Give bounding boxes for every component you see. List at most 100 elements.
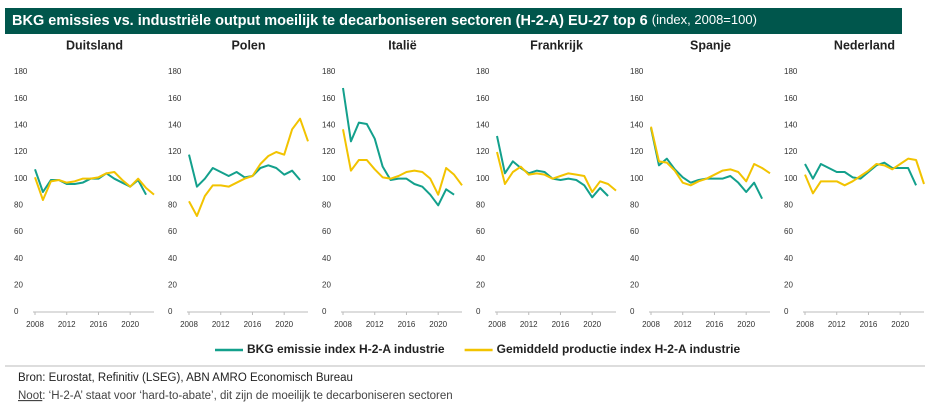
series-line (804, 161, 917, 186)
x-tick-label: 2012 (58, 320, 76, 329)
y-tick-label: 60 (630, 227, 639, 236)
y-tick-label: 20 (630, 280, 639, 289)
y-tick-label: 0 (630, 307, 635, 316)
x-tick-label: 2008 (796, 320, 814, 329)
x-tick-label: 2008 (26, 320, 44, 329)
y-tick-label: 100 (14, 174, 28, 183)
y-tick-label: 120 (168, 147, 182, 156)
x-tick-label: 2012 (674, 320, 692, 329)
panel-title: Italië (388, 38, 417, 52)
y-tick-label: 60 (476, 227, 485, 236)
y-tick-label: 140 (630, 120, 644, 129)
x-tick-label: 2012 (366, 320, 384, 329)
x-tick-label: 2020 (429, 320, 447, 329)
y-tick-label: 40 (630, 254, 639, 263)
y-tick-label: 100 (476, 174, 490, 183)
series-line (188, 117, 309, 217)
panel-title: Frankrijk (530, 38, 583, 52)
y-tick-label: 180 (322, 67, 336, 76)
y-tick-label: 0 (168, 307, 173, 316)
x-tick-label: 2008 (334, 320, 352, 329)
y-tick-label: 100 (168, 174, 182, 183)
x-tick-label: 2016 (552, 320, 570, 329)
x-tick-label: 2008 (180, 320, 198, 329)
y-tick-label: 0 (784, 307, 789, 316)
x-tick-label: 2016 (706, 320, 724, 329)
y-tick-label: 40 (168, 254, 177, 263)
y-tick-label: 180 (476, 67, 490, 76)
series-line (342, 129, 463, 196)
series-line (34, 171, 155, 201)
y-tick-label: 40 (784, 254, 793, 263)
chart-subtitle: (index, 2008=100) (652, 12, 757, 27)
x-tick-label: 2008 (642, 320, 660, 329)
y-tick-label: 100 (784, 174, 798, 183)
chart-title-group: BKG emissies vs. industriële output moei… (12, 12, 757, 28)
x-tick-label: 2016 (244, 320, 262, 329)
panel-title: Polen (231, 38, 265, 52)
y-tick-label: 20 (168, 280, 177, 289)
x-tick-label: 2016 (398, 320, 416, 329)
y-tick-label: 20 (322, 280, 331, 289)
y-tick-label: 80 (476, 200, 485, 209)
y-tick-label: 160 (168, 94, 182, 103)
panel-title: Spanje (690, 38, 731, 52)
series-line (188, 154, 301, 188)
y-tick-label: 20 (784, 280, 793, 289)
source: Bron: Eurostat, Refinitiv (LSEG), ABN AM… (18, 372, 353, 384)
legend-label: BKG emissie index H-2-A industrie (247, 342, 445, 356)
y-tick-label: 20 (14, 280, 23, 289)
x-tick-label: 2020 (737, 320, 755, 329)
y-tick-label: 140 (14, 120, 28, 129)
x-tick-label: 2012 (212, 320, 230, 329)
y-tick-label: 120 (630, 147, 644, 156)
y-tick-label: 140 (168, 120, 182, 129)
y-tick-label: 0 (14, 307, 19, 316)
y-tick-label: 120 (476, 147, 490, 156)
x-tick-label: 2020 (583, 320, 601, 329)
y-tick-label: 140 (322, 120, 336, 129)
y-tick-label: 100 (630, 174, 644, 183)
y-tick-label: 120 (14, 147, 28, 156)
y-tick-label: 60 (14, 227, 23, 236)
y-tick-label: 140 (784, 120, 798, 129)
y-tick-label: 60 (784, 227, 793, 236)
x-tick-label: 2016 (860, 320, 878, 329)
y-tick-label: 20 (476, 280, 485, 289)
y-tick-label: 180 (14, 67, 28, 76)
series-line (496, 135, 609, 199)
y-tick-label: 160 (630, 94, 644, 103)
y-tick-label: 80 (14, 200, 23, 209)
y-tick-label: 60 (168, 227, 177, 236)
note: : ‘H-2-A’ staat voor ‘hard-to-abate’, di… (42, 390, 452, 402)
y-tick-label: 40 (322, 254, 331, 263)
panel-title: Duitsland (66, 38, 123, 52)
legend-label: Gemiddeld productie index H-2-A industri… (497, 342, 741, 356)
y-tick-label: 160 (14, 94, 28, 103)
series-line (804, 157, 925, 195)
y-tick-label: 0 (322, 307, 327, 316)
series-line (342, 87, 455, 207)
panel-title: Nederland (834, 38, 895, 52)
y-tick-label: 80 (630, 200, 639, 209)
y-tick-label: 160 (476, 94, 490, 103)
y-tick-label: 160 (322, 94, 336, 103)
y-tick-label: 40 (476, 254, 485, 263)
y-tick-label: 140 (476, 120, 490, 129)
x-tick-label: 2020 (275, 320, 293, 329)
x-tick-label: 2020 (891, 320, 909, 329)
y-tick-label: 100 (322, 174, 336, 183)
y-tick-label: 0 (476, 307, 481, 316)
title-bar (5, 8, 902, 34)
series-line (496, 151, 617, 193)
chart-title: BKG emissies vs. industriële output moei… (12, 13, 648, 29)
y-tick-label: 80 (784, 200, 793, 209)
y-tick-label: 60 (322, 227, 331, 236)
x-tick-label: 2012 (520, 320, 538, 329)
x-tick-label: 2020 (121, 320, 139, 329)
note-label: Noot (18, 390, 43, 402)
y-tick-label: 160 (784, 94, 798, 103)
y-tick-label: 180 (630, 67, 644, 76)
note-group: Noot: ‘H-2-A’ staat voor ‘hard-to-abate’… (18, 390, 453, 402)
